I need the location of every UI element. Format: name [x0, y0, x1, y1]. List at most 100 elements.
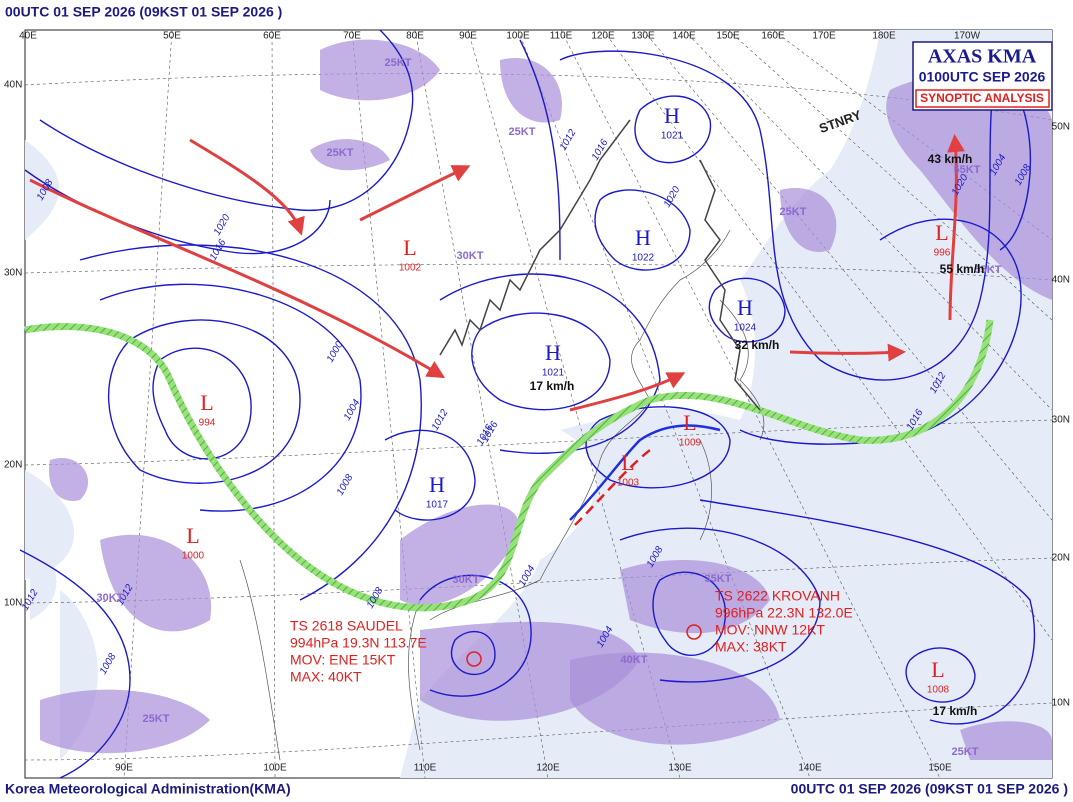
longitude-label: 120E	[536, 763, 560, 774]
trough	[699, 159, 761, 411]
storm-info: MOV: ENE 15KT	[290, 652, 396, 668]
center-pressure: 1003	[617, 478, 640, 489]
longitude-label: 90E	[115, 763, 133, 774]
longitude-label: 180E	[872, 31, 896, 42]
longitude-label: 170E	[812, 31, 836, 42]
trough	[439, 119, 631, 356]
pressure-center: H	[635, 225, 651, 250]
latitude-label: 50N	[1052, 122, 1070, 133]
center-pressure: 1000	[182, 551, 205, 562]
wind-speed-label: 30KT	[97, 592, 124, 604]
ocean	[25, 30, 75, 580]
longitude-label: 90E	[459, 31, 477, 42]
center-pressure: 1022	[632, 253, 655, 264]
cold-front	[569, 424, 721, 521]
longitude-label: 120E	[591, 31, 615, 42]
warm-front	[574, 449, 651, 526]
motion-label: 17 km/h	[933, 704, 978, 718]
latitude-label: 20N	[1052, 553, 1070, 564]
longitude-label: 100E	[506, 31, 530, 42]
latitude-label: 10N	[4, 598, 22, 609]
storm-info: TS 2622 KROVANH	[715, 588, 840, 604]
longitude-label: 140E	[672, 31, 696, 42]
storm-info: 996hPa 22.3N 132.0E	[715, 605, 853, 621]
center-pressure: 1002	[399, 263, 422, 274]
longitude-label: 110E	[550, 31, 573, 42]
pressure-center: L	[403, 235, 416, 260]
wind-speed-label: 40KT	[621, 654, 648, 666]
front	[24, 319, 994, 612]
wind-speed-label: 25KT	[385, 57, 412, 69]
wind-speed-label: 25KT	[143, 713, 170, 725]
latitude-label: 30N	[1052, 415, 1070, 426]
longitude-label: 60E	[263, 31, 281, 42]
motion-label: 32 km/h	[735, 338, 780, 352]
latitude-label: 10N	[1052, 698, 1070, 709]
longitude-label: 150E	[716, 31, 740, 42]
pressure-center: H	[429, 472, 445, 497]
ocean	[400, 30, 1052, 778]
agency: AXAS KMA	[928, 46, 1037, 68]
wind-speed-label: 30KT	[457, 250, 484, 262]
pressure-center: L	[683, 410, 696, 435]
typhoon-symbols	[466, 624, 702, 667]
wind-speed-label: 55KT	[954, 164, 981, 176]
wind-areas	[40, 39, 1052, 760]
coastline	[239, 229, 765, 761]
center-pressure: 996	[934, 248, 951, 259]
longitude-label: 40E	[19, 31, 37, 42]
storm-info: MAX: 38KT	[715, 639, 787, 655]
wind-speed-label: 35KT	[705, 573, 732, 585]
wind-speed-label: 25KT	[509, 126, 536, 138]
longitude-label: 130E	[668, 763, 692, 774]
longitude-label: 70E	[343, 31, 361, 42]
latitude-label: 20N	[4, 460, 22, 471]
motion-arrows	[29, 134, 965, 412]
pressure-center: H	[545, 340, 561, 365]
storm-info: 994hPa 19.3N 113.7E	[290, 635, 427, 651]
longitude-label: 140E	[798, 763, 822, 774]
center-pressure: 1017	[426, 500, 449, 511]
graticule	[24, 29, 1053, 779]
footer-time: 00UTC 01 SEP 2026 (09KST 01 SEP 2026 )	[791, 781, 1068, 797]
longitude-label: 170W	[954, 31, 981, 42]
storm-info: MAX: 40KT	[290, 669, 362, 685]
pressure-center: L	[621, 450, 634, 475]
center-pressure: 1024	[734, 323, 757, 334]
wind-speed-label: 25KT	[327, 147, 354, 159]
storm-info: TS 2618 SAUDEL	[290, 618, 403, 634]
wind-speed-label: 55KT	[975, 264, 1002, 276]
longitude-label: 150E	[928, 763, 952, 774]
pressure-center: L	[186, 523, 199, 548]
motion-label: 55 km/h	[940, 262, 985, 276]
motion-label: 17 km/h	[530, 379, 575, 393]
center-pressure: 1008	[927, 685, 950, 696]
wind-speed-label: 30KT	[453, 574, 480, 586]
pressure-center: L	[931, 657, 944, 682]
motion-label: 43 km/h	[928, 152, 973, 166]
latitude-label: 30N	[4, 268, 22, 279]
isobars	[19, 29, 1036, 779]
center-pressure: 1009	[679, 438, 702, 449]
latitude-label: 40N	[4, 80, 22, 91]
longitude-label: 100E	[263, 763, 287, 774]
storm-info: MOV: NNW 12KT	[715, 622, 825, 638]
product: SYNOPTIC ANALYSIS	[920, 91, 1044, 105]
product-box	[915, 89, 1050, 108]
pressure-center: L	[200, 390, 213, 415]
latitude-label: 40N	[1052, 275, 1070, 286]
header-title: 00UTC 01 SEP 2026 (09KST 01 SEP 2026 )	[5, 4, 282, 20]
center-pressure: 994	[199, 418, 216, 429]
pressure-center: H	[737, 295, 753, 320]
center-pressure: 1021	[542, 368, 565, 379]
analysis-time: 0100UTC SEP 2026	[919, 69, 1046, 85]
wind-speed-label: 25KT	[780, 206, 807, 218]
pressure-center: L	[935, 220, 948, 245]
longitude-label: 160E	[761, 31, 785, 42]
footer-agency: Korea Meteorological Administration(KMA)	[5, 781, 291, 797]
longitude-label: 80E	[406, 31, 424, 42]
center-pressure: 1021	[661, 131, 684, 142]
longitude-label: 50E	[163, 31, 181, 42]
